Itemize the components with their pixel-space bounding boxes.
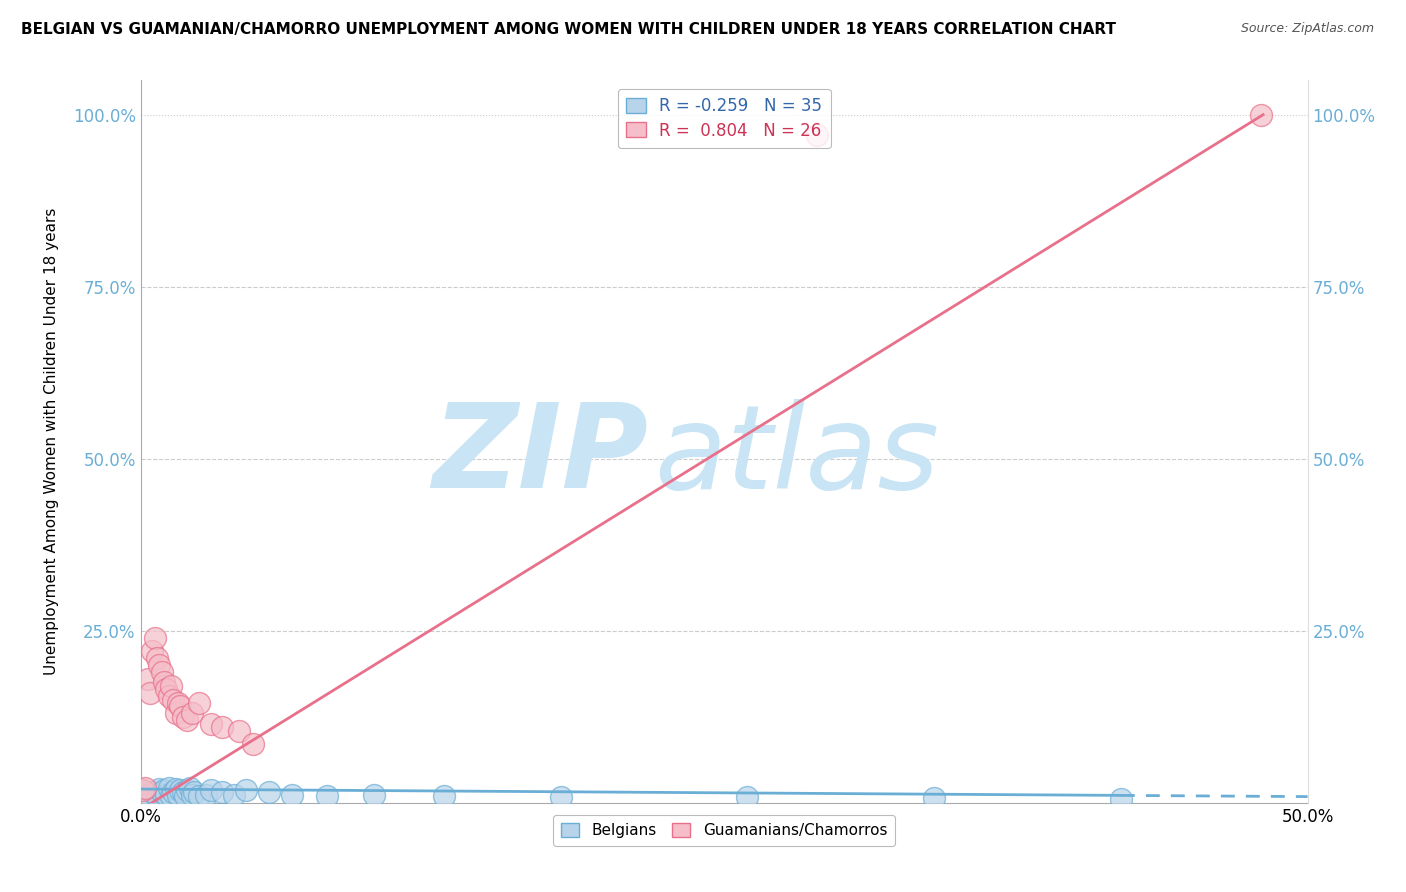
- Point: [148, 658, 170, 673]
- Point: [242, 737, 264, 751]
- Point: [150, 785, 173, 799]
- Point: [153, 783, 176, 797]
- Y-axis label: Unemployment Among Women with Children Under 18 years: Unemployment Among Women with Children U…: [44, 208, 59, 675]
- Point: [129, 783, 152, 797]
- Point: [136, 788, 159, 802]
- Point: [155, 682, 177, 697]
- Point: [167, 788, 190, 802]
- Text: atlas: atlas: [654, 399, 939, 513]
- Point: [179, 780, 201, 795]
- Point: [148, 782, 170, 797]
- Point: [228, 723, 250, 738]
- Point: [176, 783, 198, 797]
- Point: [162, 785, 184, 799]
- Point: [363, 788, 385, 802]
- Point: [155, 788, 177, 802]
- Legend: Belgians, Guamanians/Chamorros: Belgians, Guamanians/Chamorros: [554, 815, 894, 846]
- Point: [181, 706, 204, 721]
- Text: ZIP: ZIP: [432, 399, 648, 514]
- Point: [211, 785, 233, 799]
- Point: [281, 788, 304, 802]
- Point: [136, 672, 159, 686]
- Point: [162, 692, 184, 706]
- Point: [172, 785, 194, 799]
- Point: [141, 785, 163, 799]
- Point: [146, 651, 169, 665]
- Text: BELGIAN VS GUAMANIAN/CHAMORRO UNEMPLOYMENT AMONG WOMEN WITH CHILDREN UNDER 18 YE: BELGIAN VS GUAMANIAN/CHAMORRO UNEMPLOYME…: [21, 22, 1116, 37]
- Point: [1109, 791, 1132, 805]
- Point: [922, 791, 945, 805]
- Point: [550, 790, 572, 805]
- Point: [1250, 108, 1272, 122]
- Point: [165, 782, 187, 797]
- Point: [141, 644, 163, 658]
- Point: [146, 789, 169, 803]
- Point: [169, 699, 191, 714]
- Point: [174, 789, 197, 803]
- Text: Source: ZipAtlas.com: Source: ZipAtlas.com: [1241, 22, 1375, 36]
- Point: [806, 128, 828, 143]
- Point: [165, 706, 187, 721]
- Point: [188, 789, 211, 803]
- Point: [188, 696, 211, 710]
- Point: [172, 710, 194, 724]
- Point: [183, 785, 205, 799]
- Point: [160, 789, 183, 803]
- Point: [132, 783, 155, 797]
- Point: [143, 631, 166, 645]
- Point: [257, 785, 280, 799]
- Point: [194, 788, 217, 802]
- Point: [153, 675, 176, 690]
- Point: [134, 780, 156, 795]
- Point: [200, 716, 222, 731]
- Point: [433, 789, 456, 803]
- Point: [157, 780, 180, 795]
- Point: [211, 720, 233, 734]
- Point: [150, 665, 173, 679]
- Point: [160, 679, 183, 693]
- Point: [139, 686, 162, 700]
- Point: [316, 789, 339, 803]
- Point: [167, 696, 190, 710]
- Point: [157, 689, 180, 703]
- Point: [169, 783, 191, 797]
- Point: [181, 788, 204, 802]
- Point: [235, 783, 257, 797]
- Point: [200, 783, 222, 797]
- Point: [222, 788, 245, 802]
- Point: [176, 713, 198, 727]
- Point: [737, 790, 759, 805]
